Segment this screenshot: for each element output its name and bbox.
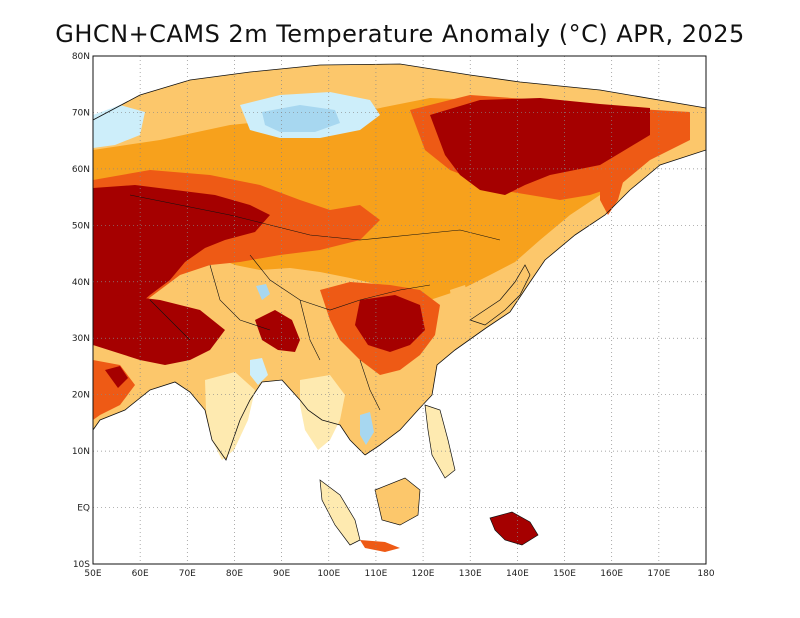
- land-warm-pale-java: [360, 540, 400, 552]
- land-warm-pale-sumatra: [320, 480, 360, 545]
- latitude-tick-label: 40N: [72, 278, 90, 288]
- land-strong-warm-new-guinea: [490, 512, 538, 545]
- land-warm-pale-philippines: [425, 405, 455, 478]
- anomaly-field: [93, 63, 706, 552]
- longitude-tick-label: 60E: [132, 569, 149, 579]
- latitude-tick-label: 70N: [72, 108, 90, 118]
- coastline-north: [93, 63, 706, 121]
- land-cool-core-west-siberia: [262, 105, 340, 132]
- longitude-tick-label: 50E: [84, 569, 101, 579]
- land-strong-warm-gulf: [105, 366, 128, 388]
- land-cool-vietnam: [360, 412, 374, 445]
- land-warm-pale-southeast-asia: [300, 375, 345, 450]
- longitude-tick-label: 70E: [179, 569, 196, 579]
- longitude-tick-label: 120E: [412, 569, 435, 579]
- map-graticule: [93, 56, 706, 564]
- latitude-tick-label: EQ: [77, 504, 90, 514]
- latitude-tick-label: 10N: [72, 447, 90, 457]
- latitude-tick-label: 80N: [72, 52, 90, 62]
- land-warm-pale-korea: [450, 285, 470, 315]
- land-warm-pale-kamchatka: [600, 160, 625, 215]
- latitude-tick-label: 50N: [72, 221, 90, 231]
- longitude-tick-label: 160E: [600, 569, 623, 579]
- land-cool-tibet-spot: [256, 284, 270, 300]
- longitude-tick-label: 140E: [506, 569, 529, 579]
- longitude-tick-label: 90E: [273, 569, 290, 579]
- coastline-east: [364, 149, 706, 456]
- longitude-tick-label: 180: [697, 569, 714, 579]
- longitude-tick-label: 80E: [226, 569, 243, 579]
- country-borders: [129, 194, 501, 411]
- land-strong-warm-tibet: [255, 310, 300, 352]
- latitude-tick-label: 10S: [73, 560, 90, 570]
- latitude-tick-label: 30N: [72, 334, 90, 344]
- land-strong-warm-siberia: [430, 98, 650, 195]
- map-frame: [92, 55, 707, 565]
- latitude-tick-label: 20N: [72, 391, 90, 401]
- longitude-tick-label: 100E: [317, 569, 340, 579]
- coastline-islands: [319, 264, 539, 546]
- longitude-tick-label: 130E: [459, 569, 482, 579]
- latitude-tick-labels: 80N 70N 60N 50N 40N 30N 20N 10N EQ 10S: [72, 52, 90, 570]
- map-title: GHCN+CAMS 2m Temperature Anomaly (°C) AP…: [55, 20, 745, 48]
- land-strong-warm-china: [355, 295, 425, 352]
- land-warm-pale-borneo: [375, 478, 420, 525]
- land-strong-warm-central-asia: [93, 185, 270, 330]
- land-cool-india-strip: [250, 358, 268, 385]
- land-cool-arctic-coast: [93, 105, 145, 148]
- coastline-south: [93, 379, 366, 461]
- longitude-tick-labels: 50E 60E 70E 80E 90E 100E 110E 120E 130E 140E 150E 1…: [84, 569, 714, 579]
- longitude-tick-label: 170E: [647, 569, 670, 579]
- land-warm-pale-india: [205, 372, 255, 460]
- latitude-tick-label: 60N: [72, 165, 90, 175]
- longitude-tick-label: 150E: [553, 569, 576, 579]
- land-strong-warm-iran: [93, 295, 225, 365]
- longitude-tick-label: 110E: [364, 569, 387, 579]
